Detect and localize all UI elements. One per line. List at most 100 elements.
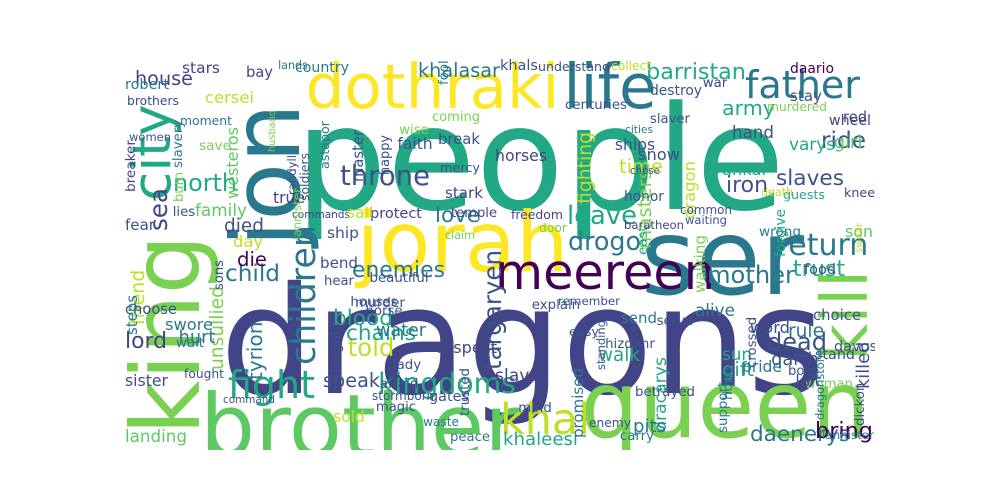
word: gates [429,388,469,405]
word: snow [638,144,680,164]
word: died [224,215,265,237]
word: break [438,130,480,148]
word: life [563,51,657,123]
word: landing [125,425,187,446]
word: ser [640,195,805,319]
word: woman [805,377,853,393]
word: fool [437,60,453,86]
word: father [745,62,860,107]
word: stars [182,59,220,78]
word: ships [614,136,656,155]
word: dothraki [305,51,560,123]
word: alive [695,299,735,320]
word: horse [365,304,403,320]
word: sold [333,408,365,427]
word: sister [125,371,168,391]
word: war [702,76,728,92]
word: murder [355,295,405,312]
word: faith [397,135,433,154]
word: sons [212,260,228,290]
word: breaker [125,139,140,192]
word: wise [399,123,429,139]
word: cities [625,122,653,136]
word: remember [558,294,621,309]
word: fear [125,215,155,234]
word: trust [792,255,846,282]
word: blood [333,306,393,332]
word: mercy [440,160,480,176]
word: understand [538,58,610,74]
word: lady [392,358,422,374]
word: chains [346,321,416,347]
word: husband [267,110,279,152]
word: enemies [352,258,445,284]
word: hurt [178,327,216,349]
word: khals [500,57,538,74]
word: swear [854,223,865,253]
word: explain [531,298,581,314]
word: water [376,321,426,342]
word: mother [707,261,795,290]
word: time [619,155,663,179]
word: afraid [379,377,419,393]
word: chose [630,165,660,177]
word: child [225,260,280,288]
word: death [761,186,794,200]
word: master [349,129,367,182]
word: hope [721,366,737,400]
word: magic [376,400,416,416]
word: food [804,261,836,278]
word: fighting [575,131,597,204]
word: varys [789,133,836,154]
word: die [237,248,267,272]
word: dead [767,328,827,356]
word: bring [815,417,873,444]
word: daenerys [750,421,850,447]
word: family [195,199,247,220]
word: left [795,372,821,391]
word: easy [569,324,599,340]
word: waiting [685,213,727,228]
word: happy [377,135,393,175]
word: bend [320,253,358,272]
word: lord [125,329,167,355]
word: houses [350,295,398,311]
word: robert [125,76,169,93]
word: protect [370,205,422,222]
word: ride [821,127,866,155]
word: speak [323,368,380,392]
word: choice [813,306,861,324]
word: door [539,220,567,235]
word: wrong [759,224,801,241]
word: khaleesi [503,428,578,450]
word: pride [742,358,782,377]
word: qarth [771,349,819,371]
word: iron [726,172,768,198]
word: barristan [646,58,746,85]
word: people [295,75,785,244]
word: burn [171,172,187,202]
word: khalasar [418,59,500,83]
word: carry [619,429,654,445]
word: slaves [776,165,844,191]
word: sail [346,204,374,223]
word: love [435,203,480,229]
word: lannister [822,428,874,443]
word: stormborn [372,389,434,403]
word: hizdahr [605,337,655,353]
word: stay [790,87,822,106]
word: women [129,130,172,145]
word: fought [184,366,224,381]
word: son [845,222,873,242]
word: return [776,227,869,263]
word: serve [656,314,694,330]
word: dragonstone [813,347,828,420]
word: peace [450,430,490,446]
word: army [722,96,775,121]
word: moment [180,113,232,128]
word: guests [783,186,825,202]
word: told [347,332,395,362]
word: day [233,231,263,251]
word: swore [165,314,213,334]
word: temple [451,206,498,222]
